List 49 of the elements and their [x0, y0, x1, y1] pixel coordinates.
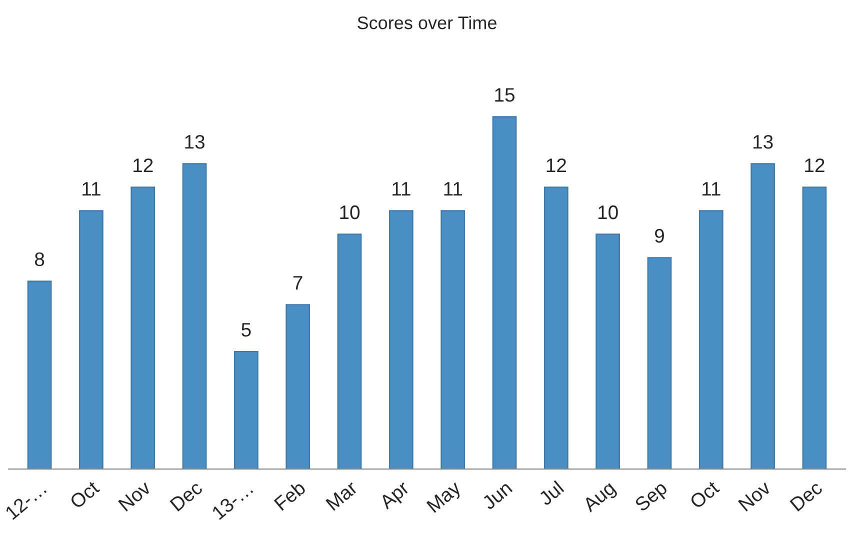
data-label: 7 — [293, 276, 302, 290]
data-label: 11 — [392, 182, 410, 196]
x-tick-label: Jun — [481, 480, 513, 510]
data-label: 12 — [134, 158, 153, 172]
bar — [286, 304, 310, 470]
data-label: 12 — [546, 158, 566, 172]
data-label: 11 — [702, 182, 720, 196]
x-tick-label: May — [426, 480, 464, 516]
data-label: 11 — [444, 182, 462, 196]
bar — [698, 210, 724, 470]
x-tick-label: Oct — [689, 480, 720, 510]
bar — [130, 186, 156, 470]
bar — [440, 210, 466, 470]
bar — [234, 351, 258, 470]
bar — [802, 186, 827, 470]
x-tick-label: Oct — [69, 480, 100, 510]
x-tick-label: 12-… — [4, 482, 47, 520]
bar — [388, 210, 414, 470]
bar — [79, 210, 104, 470]
data-label: 13 — [185, 134, 204, 149]
bar — [337, 234, 362, 470]
data-label: 9 — [654, 228, 664, 243]
data-label: 12 — [805, 158, 824, 172]
bar — [647, 257, 672, 470]
data-label: 5 — [242, 323, 251, 337]
chart-title: Scores over Time — [358, 16, 496, 30]
data-label: 11 — [82, 182, 100, 196]
data-label: 10 — [340, 205, 360, 220]
bar — [27, 280, 52, 470]
bar — [750, 163, 775, 470]
x-tick-label: 13-… — [211, 482, 254, 520]
bar — [596, 234, 620, 470]
bar — [182, 163, 207, 470]
x-tick-label: Dec — [790, 480, 824, 512]
x-tick-label: Mar — [326, 480, 358, 511]
x-tick-label: Aug — [582, 480, 619, 516]
data-label: 8 — [34, 252, 44, 266]
bar — [544, 186, 568, 470]
x-tick-label: Nov — [738, 480, 772, 512]
x-tick-label: Dec — [170, 480, 204, 512]
x-tick-label: Apr — [378, 480, 413, 513]
x-tick-label: Feb — [273, 480, 306, 511]
bar — [492, 116, 517, 470]
data-label: 10 — [598, 205, 618, 220]
x-tick-label: Nov — [118, 480, 152, 512]
x-tick-label: Jul — [537, 480, 564, 506]
data-label: 15 — [495, 88, 514, 102]
x-tick-label: Sep — [634, 480, 671, 516]
data-label: 13 — [753, 134, 773, 149]
